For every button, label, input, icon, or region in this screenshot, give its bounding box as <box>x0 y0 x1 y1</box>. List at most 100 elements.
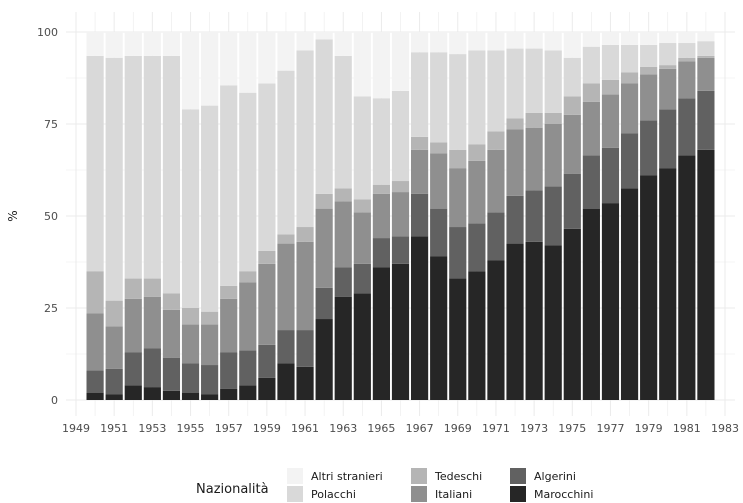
bar-segment-italiani-1956 <box>201 324 219 366</box>
bar-segment-italiani-1982 <box>697 57 715 91</box>
bar-segment-polacchi-1964 <box>353 96 371 200</box>
x-tick-label: 1963 <box>329 422 357 435</box>
bar-segment-altri-stranieri-1981 <box>678 32 696 44</box>
y-axis-title: % <box>6 210 20 221</box>
bar-segment-tedeschi-1978 <box>620 72 639 84</box>
bar-segment-algerini-1981 <box>678 98 696 156</box>
bar-segment-polacchi-1976 <box>582 46 600 84</box>
bar-segment-polacchi-1952 <box>124 55 142 279</box>
bar-segment-algerini-1967 <box>410 193 429 237</box>
bar-segment-italiani-1974 <box>544 124 562 187</box>
bar-segment-marocchini-1963 <box>334 296 352 400</box>
bar-segment-italiani-1959 <box>258 263 276 345</box>
legend-label-altri-stranieri: Altri stranieri <box>311 470 383 483</box>
bar-segment-algerini-1964 <box>353 263 371 294</box>
bar-segment-algerini-1971 <box>487 212 505 261</box>
bar-segment-marocchini-1972 <box>506 243 524 400</box>
bar-segment-italiani-1955 <box>181 324 200 364</box>
x-tick-label: 1957 <box>215 422 243 435</box>
bar-segment-polacchi-1950 <box>86 55 104 272</box>
bar-segment-italiani-1952 <box>124 298 142 353</box>
x-tick-label: 1977 <box>596 422 624 435</box>
y-tick-label: 0 <box>51 394 58 407</box>
bar-segment-tedeschi-1960 <box>277 234 295 244</box>
bar-segment-italiani-1981 <box>678 61 696 99</box>
bar-segment-marocchini-1969 <box>449 278 467 400</box>
bar-segment-tedeschi-1962 <box>315 193 333 209</box>
bar-segment-altri-stranieri-1973 <box>525 32 543 49</box>
bar-segment-polacchi-1969 <box>449 54 467 150</box>
x-tick-label: 1975 <box>558 422 586 435</box>
bar-segment-polacchi-1955 <box>181 109 200 308</box>
bar-segment-tedeschi-1980 <box>659 65 677 69</box>
bar-segment-marocchini-1978 <box>620 188 639 400</box>
bar-segment-tedeschi-1973 <box>525 112 543 128</box>
bar-segment-algerini-1982 <box>697 90 715 150</box>
bar-segment-altri-stranieri-1953 <box>143 32 161 56</box>
bar-segment-marocchini-1962 <box>315 319 333 400</box>
bar-segment-altri-stranieri-1967 <box>410 32 429 53</box>
bar-segment-polacchi-1961 <box>296 50 314 228</box>
bar-segment-altri-stranieri-1975 <box>563 32 581 58</box>
bar-segment-algerini-1972 <box>506 195 524 244</box>
x-tick-label: 1955 <box>177 422 205 435</box>
bar-segment-marocchini-1965 <box>372 267 391 400</box>
bar-segment-tedeschi-1979 <box>640 66 658 75</box>
bar-segment-polacchi-1967 <box>410 52 429 137</box>
bar-segment-italiani-1954 <box>162 309 181 358</box>
bar-segment-algerini-1953 <box>143 348 161 388</box>
bar-segment-altri-stranieri-1954 <box>162 32 181 56</box>
bar-segment-tedeschi-1953 <box>143 278 161 297</box>
bar-segment-marocchini-1968 <box>430 256 448 400</box>
bar-segment-algerini-1978 <box>620 133 639 189</box>
bar-segment-algerini-1951 <box>105 368 123 395</box>
bar-segment-altri-stranieri-1959 <box>258 32 276 84</box>
bar-segment-altri-stranieri-1982 <box>697 32 715 42</box>
bar-segment-algerini-1962 <box>315 287 333 320</box>
bar-segment-tedeschi-1951 <box>105 300 123 327</box>
legend-label-algerini: Algerini <box>534 470 576 483</box>
bar-segment-algerini-1974 <box>544 186 562 246</box>
bar-segment-polacchi-1963 <box>334 55 352 189</box>
bar-segment-italiani-1979 <box>640 74 658 121</box>
bar-segment-algerini-1977 <box>601 147 620 204</box>
bar-segment-tedeschi-1977 <box>601 79 620 95</box>
x-tick-label: 1983 <box>711 422 739 435</box>
bar-segment-algerini-1954 <box>162 357 181 391</box>
bar-segment-marocchini-1974 <box>544 245 562 400</box>
bar-segment-polacchi-1965 <box>372 98 391 185</box>
bar-segment-italiani-1950 <box>86 313 104 371</box>
bar-segment-marocchini-1976 <box>582 208 600 400</box>
bar-segment-algerini-1952 <box>124 352 142 386</box>
bar-segment-italiani-1966 <box>391 192 410 237</box>
bar-segment-tedeschi-1961 <box>296 227 314 242</box>
bar-segment-altri-stranieri-1979 <box>640 32 658 45</box>
legend-key-polacchi <box>287 486 303 502</box>
bar-segment-algerini-1960 <box>277 330 295 364</box>
bar-segment-tedeschi-1964 <box>353 199 371 213</box>
bar-segment-italiani-1972 <box>506 129 524 196</box>
x-tick-label: 1967 <box>406 422 434 435</box>
bar-segment-marocchini-1961 <box>296 366 314 400</box>
bar-segment-marocchini-1955 <box>181 392 200 400</box>
bar-segment-polacchi-1973 <box>525 48 543 113</box>
bar-segment-tedeschi-1957 <box>220 285 238 299</box>
bar-segment-tedeschi-1974 <box>544 112 562 124</box>
y-tick-label: 25 <box>44 302 58 315</box>
x-tick-label: 1981 <box>673 422 701 435</box>
bar-segment-polacchi-1959 <box>258 83 276 251</box>
bar-segment-altri-stranieri-1970 <box>468 32 486 51</box>
bar-segment-polacchi-1982 <box>697 41 715 56</box>
bar-segment-altri-stranieri-1977 <box>601 32 620 45</box>
bar-segment-algerini-1950 <box>86 370 104 393</box>
bar-segment-tedeschi-1975 <box>563 96 581 115</box>
bar-segment-altri-stranieri-1972 <box>506 32 524 49</box>
bar-segment-tedeschi-1963 <box>334 188 352 202</box>
bar-segment-italiani-1976 <box>582 101 600 156</box>
bar-segment-marocchini-1977 <box>601 203 620 400</box>
bar-segment-italiani-1961 <box>296 241 314 331</box>
bar-segment-polacchi-1966 <box>391 90 410 182</box>
x-axis-ticks: 1949 1951 1953 1955 1957 1959 1961 1963 1965 1967… <box>62 422 739 435</box>
y-axis-ticks: 0 25 50 75 100 <box>37 26 58 407</box>
x-tick-label: 1971 <box>482 422 510 435</box>
